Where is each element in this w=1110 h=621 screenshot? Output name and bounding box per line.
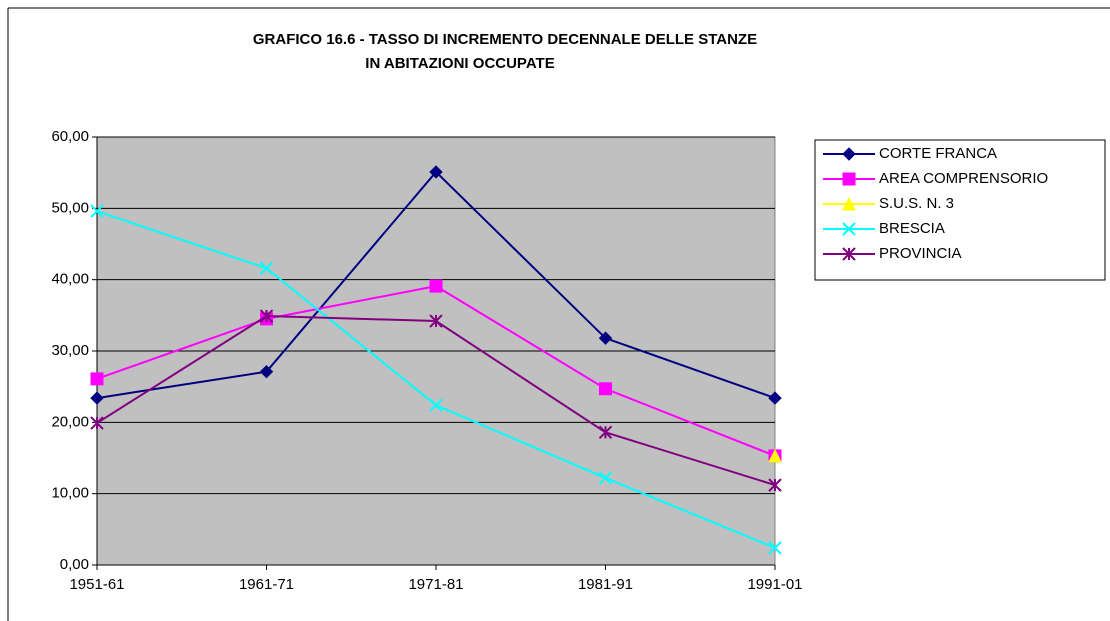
x-tick-label: 1981-91 <box>578 576 633 593</box>
legend-label: BRESCIA <box>879 220 945 237</box>
legend-box <box>814 139 1106 281</box>
marker <box>598 425 613 440</box>
legend-marker <box>842 172 856 186</box>
marker <box>598 331 613 345</box>
y-tick-label: 60,00 <box>51 128 89 145</box>
y-tick-label: 20,00 <box>51 413 89 430</box>
marker <box>259 261 274 275</box>
legend-label: S.U.S. N. 3 <box>879 195 954 212</box>
chart-title: IN ABITAZIONI OCCUPATE <box>365 55 554 72</box>
marker <box>768 541 782 555</box>
marker <box>429 314 443 328</box>
y-tick-label: 10,00 <box>51 485 89 502</box>
x-tick-label: 1961-71 <box>239 576 294 593</box>
legend-marker <box>842 196 856 211</box>
marker <box>259 309 274 323</box>
legend-marker <box>842 222 856 236</box>
marker <box>429 279 443 293</box>
marker <box>768 391 782 405</box>
x-tick-label: 1991-01 <box>747 576 802 593</box>
marker <box>429 398 443 412</box>
marker <box>90 416 104 430</box>
x-tick-label: 1971-81 <box>408 576 463 593</box>
legend-label: PROVINCIA <box>879 245 962 262</box>
legend-marker <box>842 147 856 161</box>
marker <box>90 204 104 218</box>
legend-label: CORTE FRANCA <box>879 145 997 162</box>
y-tick-label: 0,00 <box>60 556 89 573</box>
marker <box>90 372 104 386</box>
marker <box>429 165 443 179</box>
legend-label: AREA COMPRENSORIO <box>879 170 1048 187</box>
chart-title: GRAFICO 16.6 - TASSO DI INCREMENTO DECEN… <box>253 31 757 48</box>
y-tick-label: 40,00 <box>51 271 89 288</box>
marker <box>768 448 782 463</box>
x-tick-label: 1951-61 <box>69 576 124 593</box>
y-tick-label: 50,00 <box>51 199 89 216</box>
marker <box>599 382 612 396</box>
marker <box>259 364 274 379</box>
marker <box>598 471 613 485</box>
marker <box>90 391 104 405</box>
y-tick-label: 30,00 <box>51 342 89 359</box>
marker <box>768 478 782 492</box>
legend-marker <box>842 247 856 261</box>
